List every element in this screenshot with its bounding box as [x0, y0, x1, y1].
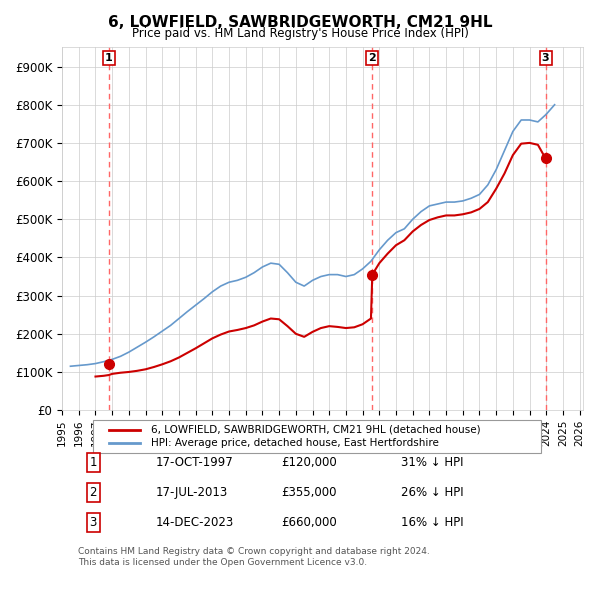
Text: 2: 2: [368, 53, 376, 63]
Text: Price paid vs. HM Land Registry's House Price Index (HPI): Price paid vs. HM Land Registry's House …: [131, 27, 469, 40]
Text: HPI: Average price, detached house, East Hertfordshire: HPI: Average price, detached house, East…: [151, 438, 439, 448]
Text: £120,000: £120,000: [281, 457, 337, 470]
Text: 17-JUL-2013: 17-JUL-2013: [156, 486, 228, 499]
Text: £660,000: £660,000: [281, 516, 337, 529]
Text: 31% ↓ HPI: 31% ↓ HPI: [401, 457, 463, 470]
Text: 26% ↓ HPI: 26% ↓ HPI: [401, 486, 463, 499]
Text: 3: 3: [89, 516, 97, 529]
Text: 1: 1: [105, 53, 113, 63]
Text: 6, LOWFIELD, SAWBRIDGEWORTH, CM21 9HL (detached house): 6, LOWFIELD, SAWBRIDGEWORTH, CM21 9HL (d…: [151, 425, 480, 435]
Text: 6, LOWFIELD, SAWBRIDGEWORTH, CM21 9HL: 6, LOWFIELD, SAWBRIDGEWORTH, CM21 9HL: [108, 15, 492, 30]
Text: 17-OCT-1997: 17-OCT-1997: [156, 457, 233, 470]
Text: 16% ↓ HPI: 16% ↓ HPI: [401, 516, 463, 529]
FancyBboxPatch shape: [94, 420, 541, 453]
Text: £355,000: £355,000: [281, 486, 337, 499]
Text: 1: 1: [89, 457, 97, 470]
Text: Contains HM Land Registry data © Crown copyright and database right 2024.
This d: Contains HM Land Registry data © Crown c…: [78, 548, 430, 567]
Text: 14-DEC-2023: 14-DEC-2023: [156, 516, 234, 529]
Text: 3: 3: [542, 53, 550, 63]
Text: 2: 2: [89, 486, 97, 499]
